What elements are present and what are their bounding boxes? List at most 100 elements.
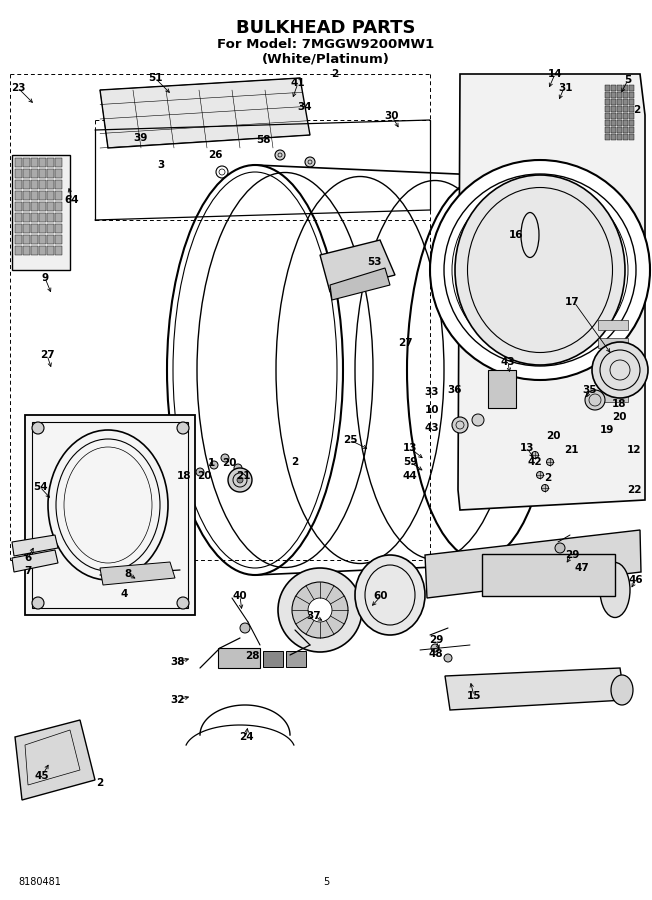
Circle shape [234, 464, 242, 472]
Circle shape [278, 568, 362, 652]
Text: 20: 20 [222, 458, 236, 468]
Text: 10: 10 [424, 405, 439, 415]
Text: 35: 35 [583, 385, 597, 395]
Bar [47, 180, 54, 189]
Bar [617, 127, 622, 133]
Polygon shape [15, 720, 95, 800]
Bar [598, 392, 628, 402]
Bar [47, 169, 54, 178]
Text: 2: 2 [331, 69, 338, 79]
Bar [488, 370, 516, 408]
Bar [617, 134, 622, 140]
Circle shape [221, 454, 229, 462]
Ellipse shape [455, 175, 625, 365]
Circle shape [472, 414, 484, 426]
Ellipse shape [600, 562, 630, 617]
Bar [15, 158, 22, 167]
Circle shape [585, 390, 605, 410]
Bar [23, 158, 30, 167]
Circle shape [531, 452, 539, 458]
Bar [623, 134, 628, 140]
Bar [31, 180, 38, 189]
Bar [629, 92, 634, 98]
Text: 28: 28 [244, 651, 259, 661]
Bar [31, 224, 38, 233]
Bar [15, 213, 22, 222]
Text: 20: 20 [612, 412, 627, 422]
Bar [31, 202, 38, 211]
Bar [629, 99, 634, 105]
Text: 36: 36 [448, 385, 462, 395]
Circle shape [196, 468, 204, 476]
Text: 45: 45 [35, 771, 50, 781]
Text: 22: 22 [627, 485, 642, 495]
Text: 48: 48 [428, 649, 443, 659]
Text: 8: 8 [125, 569, 132, 579]
Text: 58: 58 [256, 135, 270, 145]
Bar [32, 422, 188, 608]
Bar [598, 320, 628, 330]
Ellipse shape [611, 675, 633, 705]
Bar [605, 120, 610, 126]
Text: 40: 40 [233, 591, 247, 601]
Circle shape [177, 422, 189, 434]
Ellipse shape [355, 555, 425, 635]
Circle shape [431, 644, 439, 652]
Text: 14: 14 [548, 69, 562, 79]
Bar [629, 134, 634, 140]
Bar [55, 169, 62, 178]
Bar [55, 235, 62, 244]
Text: 15: 15 [467, 691, 481, 701]
Circle shape [542, 484, 548, 491]
Text: 64: 64 [65, 195, 80, 205]
Circle shape [240, 623, 250, 633]
Circle shape [292, 582, 348, 638]
Bar [39, 180, 46, 189]
Text: (White/Platinum): (White/Platinum) [262, 52, 390, 66]
Text: 43: 43 [501, 357, 515, 367]
Text: 8180481: 8180481 [18, 877, 61, 887]
Bar [31, 213, 38, 222]
Bar [15, 180, 22, 189]
Text: 12: 12 [627, 445, 642, 455]
Bar [31, 235, 38, 244]
Bar [31, 246, 38, 255]
Polygon shape [425, 530, 641, 598]
Bar [55, 246, 62, 255]
Bar [55, 202, 62, 211]
Bar [611, 106, 616, 112]
Circle shape [177, 597, 189, 609]
Bar [55, 213, 62, 222]
Bar [55, 158, 62, 167]
Text: 30: 30 [385, 111, 399, 121]
Bar [55, 191, 62, 200]
Bar [629, 106, 634, 112]
Bar [47, 213, 54, 222]
Polygon shape [458, 74, 645, 510]
Text: 38: 38 [171, 657, 185, 667]
Bar [598, 338, 628, 348]
Text: 21: 21 [236, 471, 250, 481]
Text: 13: 13 [520, 443, 534, 453]
Bar [47, 246, 54, 255]
Circle shape [275, 150, 285, 160]
Bar [629, 85, 634, 91]
Bar [47, 191, 54, 200]
Bar [39, 246, 46, 255]
Text: 3: 3 [157, 160, 164, 170]
Bar [31, 191, 38, 200]
Bar [47, 202, 54, 211]
Text: 29: 29 [565, 550, 579, 560]
Text: 31: 31 [559, 83, 573, 93]
Bar [611, 113, 616, 119]
Circle shape [237, 477, 243, 483]
Text: 42: 42 [527, 457, 542, 467]
Text: 51: 51 [148, 73, 162, 83]
Text: 18: 18 [177, 471, 191, 481]
Bar [15, 169, 22, 178]
Bar [39, 202, 46, 211]
Bar [39, 158, 46, 167]
Bar [617, 85, 622, 91]
Bar [623, 99, 628, 105]
Circle shape [452, 417, 468, 433]
